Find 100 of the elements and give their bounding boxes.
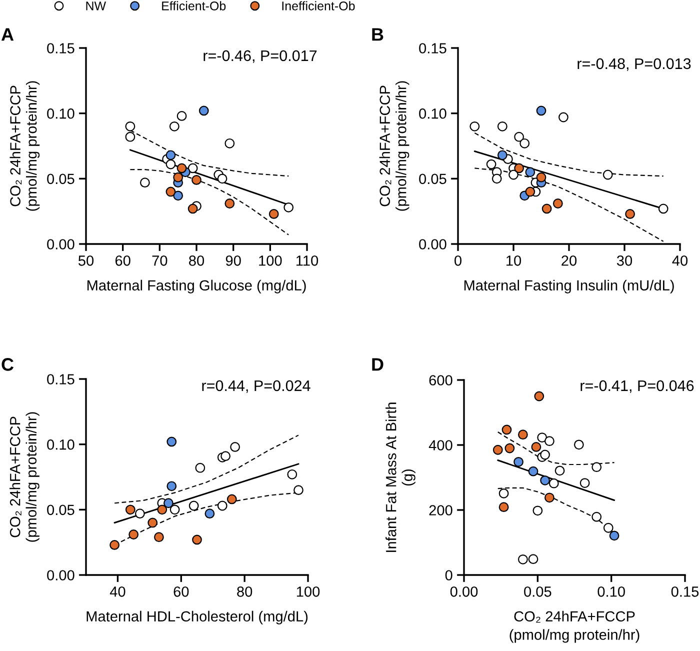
x-tick-label: 90 (226, 255, 241, 266)
y-tick-label: 200 (429, 505, 452, 516)
point (603, 522, 614, 533)
point (166, 159, 176, 170)
x-tick-label: 0.10 (598, 586, 625, 597)
point (609, 530, 620, 541)
point (169, 121, 180, 132)
point (134, 508, 145, 519)
x-tick-label: 100 (296, 586, 320, 597)
point (498, 502, 509, 512)
y-tick-label: 0.15 (419, 43, 446, 54)
point (528, 554, 538, 564)
point (157, 504, 168, 515)
x-tick-label: 30 (616, 255, 632, 266)
line-series (130, 168, 290, 236)
point (574, 440, 584, 450)
point (514, 163, 524, 174)
point (544, 436, 554, 446)
point (544, 492, 554, 503)
point (498, 488, 509, 498)
point (504, 443, 515, 454)
y-axis-title: CO₂ 24hFA+FCCP (pmol/mg protein/hr) (10, 81, 40, 211)
x-tick-label: 80 (189, 255, 204, 266)
y-tick-label: 0.05 (47, 174, 74, 184)
point (492, 174, 502, 184)
point (192, 175, 202, 185)
x-tick-label: 0.05 (524, 586, 552, 597)
x-tick-label: 60 (115, 255, 130, 266)
point (230, 442, 240, 452)
point (173, 190, 184, 201)
point (125, 121, 136, 132)
point (558, 112, 568, 122)
point (470, 121, 480, 132)
point (518, 554, 528, 564)
x-axis-title: Maternal Fasting Glucose (mg/dL) (87, 280, 306, 294)
annotation: r=0.44, P=0.024 (202, 380, 310, 393)
x-tick-label: 80 (237, 586, 252, 597)
y-axis-title: CO₂ 24hFA+FCCP (pmol/mg protein/hr) (379, 81, 410, 211)
x-axis-title: CO₂ 24hFA+FCCP (pmol/mg protein/hr) (510, 610, 640, 643)
y-tick-label: 0.10 (47, 108, 74, 119)
point (198, 106, 209, 116)
point (226, 494, 237, 504)
x-tick-label: 50 (78, 255, 94, 266)
y-tick-label: 0.00 (419, 239, 446, 250)
point (540, 450, 550, 460)
point (486, 159, 496, 170)
y-tick-label: 0.00 (47, 239, 74, 250)
point (188, 163, 198, 174)
x-tick-label: 10 (506, 255, 522, 266)
point (532, 506, 543, 516)
point (525, 167, 536, 178)
point (548, 478, 559, 488)
point (508, 170, 518, 180)
y-tick-label: 0.15 (47, 374, 74, 384)
annotation: r=-0.48, P=0.013 (578, 58, 691, 71)
point (554, 466, 565, 476)
point (128, 530, 139, 540)
point (580, 478, 590, 488)
point (188, 500, 199, 511)
point (540, 475, 550, 486)
point (534, 391, 544, 402)
y-tick-label: 0.15 (47, 43, 74, 54)
point (287, 469, 298, 480)
point (518, 430, 528, 440)
point (294, 485, 304, 496)
y-tick-label: 0.05 (47, 504, 74, 516)
point (140, 178, 150, 188)
y-tick-label: 0 (445, 570, 452, 580)
point (166, 150, 176, 160)
point (176, 163, 187, 174)
annotation: r=-0.41, P=0.046 (580, 380, 694, 393)
point (192, 534, 202, 545)
y-tick-label: 0.10 (419, 108, 446, 119)
x-tick-label: 0.15 (671, 586, 699, 597)
point (170, 504, 180, 515)
point (542, 204, 552, 214)
point (166, 186, 176, 197)
point (592, 512, 602, 522)
point (224, 138, 235, 148)
x-tick-label: 0.00 (450, 586, 478, 597)
legend-label: Efficient-Ob (162, 1, 226, 10)
y-tick-label: 0.00 (47, 570, 74, 580)
point (497, 150, 508, 160)
x-tick-label: 60 (174, 586, 189, 597)
point (110, 540, 120, 550)
chart-title: B (372, 28, 384, 41)
point (125, 132, 136, 142)
point (173, 172, 184, 182)
point (164, 498, 174, 508)
x-tick-label: 40 (672, 255, 688, 266)
y-tick-label: 0.10 (47, 439, 74, 450)
point (125, 504, 136, 515)
point (284, 202, 294, 212)
point (166, 481, 177, 492)
point (552, 198, 563, 208)
point (148, 518, 158, 528)
y-axis-title: CO₂ 24hFA+FCCP (pmol/mg protein/hr) (10, 412, 40, 542)
point (625, 209, 635, 219)
point (514, 132, 524, 142)
y-tick-label: 600 (429, 375, 452, 386)
